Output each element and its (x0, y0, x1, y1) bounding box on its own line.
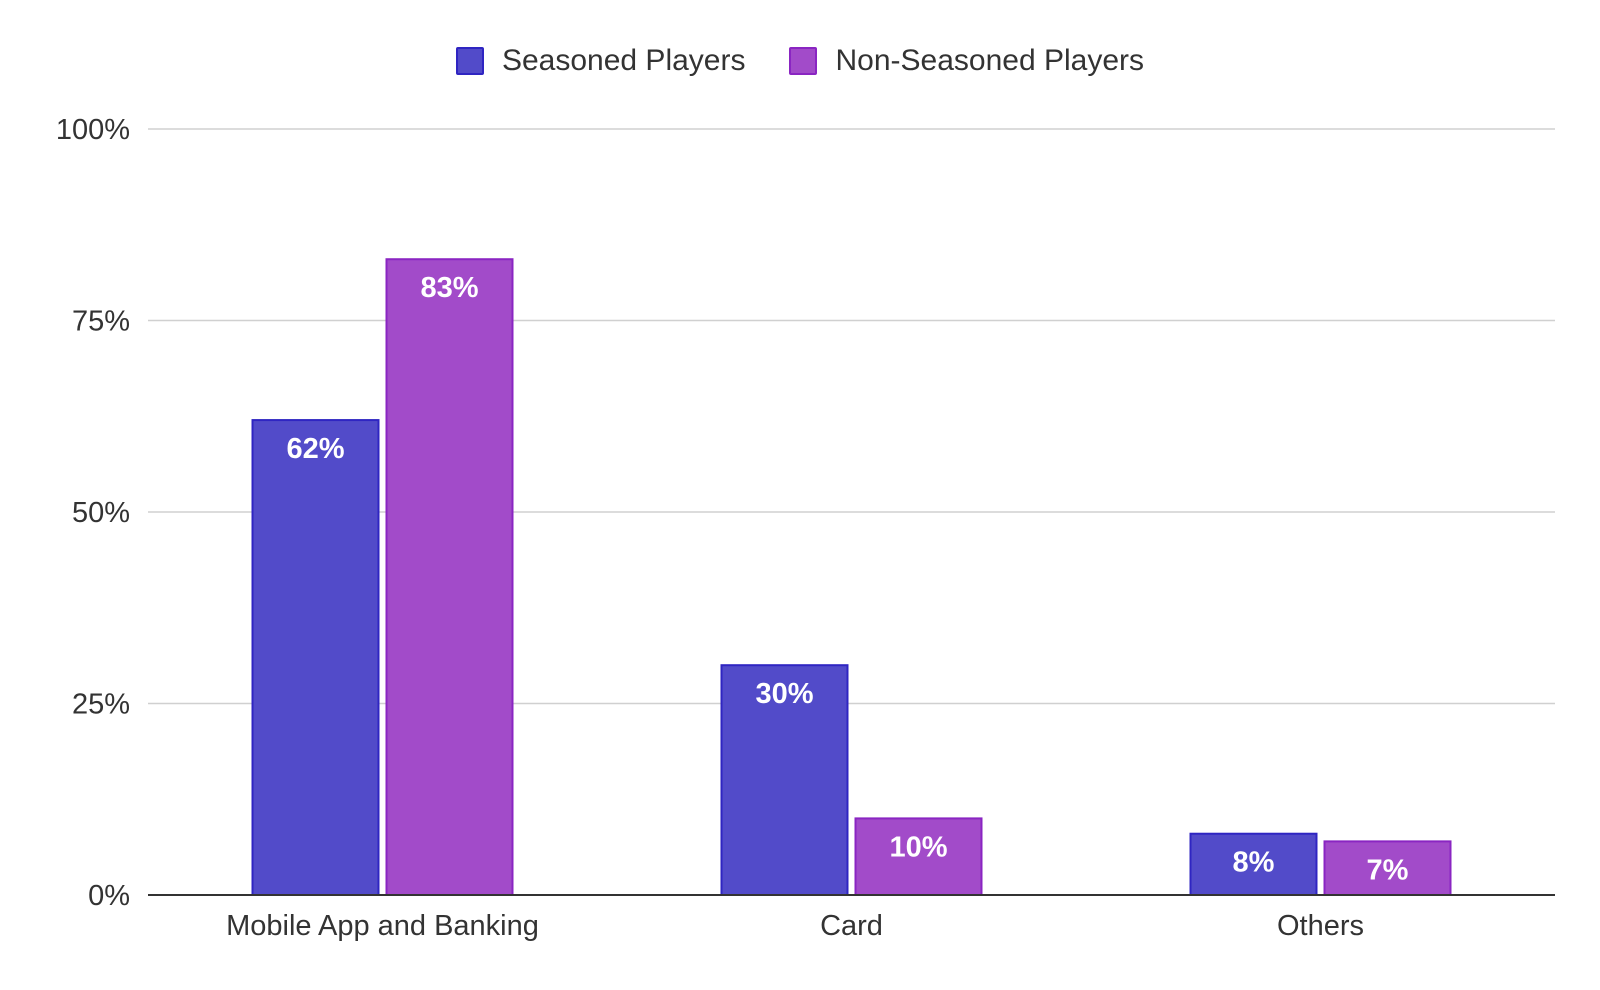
y-tick-label: 0% (88, 880, 130, 912)
data-label: 10% (889, 831, 947, 863)
data-label: 30% (755, 678, 813, 710)
data-label: 8% (1233, 847, 1275, 879)
x-axis-ticks: Mobile App and Banking Card Others (226, 910, 1364, 942)
legend-swatch-non-seasoned-players (789, 47, 818, 75)
bar (251, 419, 380, 896)
legend-label-seasoned-players: Seasoned Players (501, 44, 746, 77)
data-label: 83% (420, 272, 478, 304)
bar (1323, 840, 1452, 897)
gridlines (148, 128, 1555, 705)
legend-item-non-seasoned-players: Non-Seasoned Players (789, 44, 1144, 78)
bar (854, 817, 983, 897)
y-tick-label: 50% (72, 497, 130, 529)
legend-label-non-seasoned-players: Non-Seasoned Players (835, 44, 1144, 77)
y-axis-ticks: 0% 25% 50% 75% 100% (56, 114, 130, 912)
bar (385, 258, 514, 897)
x-tick-label: Card (820, 910, 883, 942)
bar (1189, 832, 1318, 896)
x-tick-label: Mobile App and Banking (226, 910, 539, 942)
y-tick-label: 75% (72, 306, 130, 338)
legend-swatch-seasoned-players (455, 47, 484, 75)
data-label: 62% (286, 433, 344, 465)
legend: Seasoned Players Non-Seasoned Players (0, 44, 1600, 78)
y-tick-label: 100% (56, 114, 130, 146)
legend-item-seasoned-players: Seasoned Players (455, 44, 746, 78)
data-labels: 62% 83% 30% 10% 8% 7% (286, 272, 1408, 886)
y-tick-label: 25% (72, 689, 130, 721)
x-tick-label: Others (1277, 910, 1364, 942)
bars (251, 258, 1452, 897)
data-label: 7% (1367, 854, 1409, 886)
